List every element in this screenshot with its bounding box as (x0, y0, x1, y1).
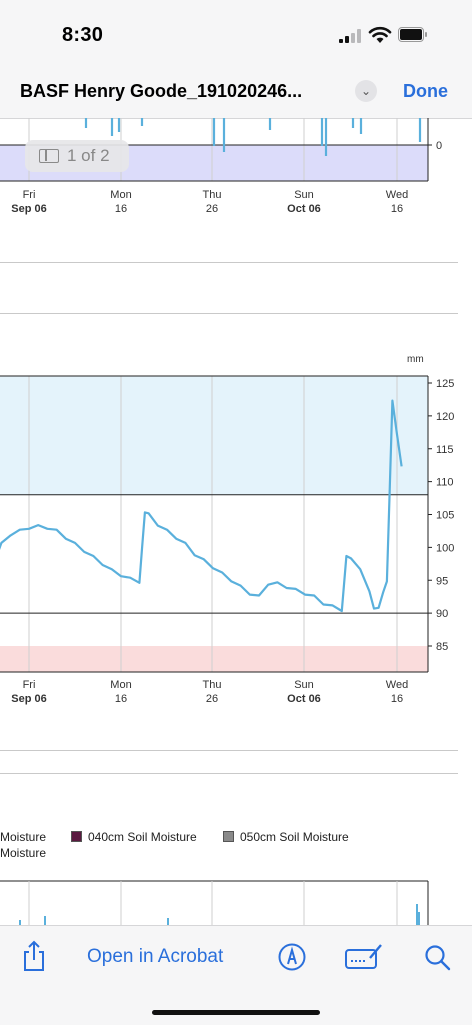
document-title: BASF Henry Goode_191020246... (20, 81, 303, 101)
chart-band-0 (0, 376, 428, 495)
bottom-chart (0, 880, 429, 925)
x-tick-day: Thu (202, 189, 222, 201)
cellular-signal-icon (339, 29, 363, 43)
legend-swatch (223, 831, 234, 842)
x-tick-day: Sun (294, 679, 314, 691)
x-tick-day: Mon (110, 679, 132, 691)
x-tick-day: Fri (22, 679, 36, 691)
home-indicator (152, 1010, 320, 1015)
y-tick-label: 90 (436, 608, 448, 620)
legend-swatch (71, 831, 82, 842)
markup-pen-icon[interactable] (278, 943, 306, 971)
x-tick-date: 16 (114, 693, 128, 705)
y-tick-label: 85 (436, 641, 448, 653)
y-tick-label: 120 (436, 411, 454, 423)
x-tick-day: Wed (385, 189, 409, 201)
done-button[interactable]: Done (403, 81, 448, 101)
soil-moisture-chart: 125 120 115 110 105 100 95 90 85 (0, 375, 454, 673)
legend-item-moisture: Moisture (0, 830, 47, 844)
share-icon[interactable] (21, 940, 47, 972)
divider (0, 262, 458, 263)
x-tick-date: Oct 06 (287, 203, 321, 215)
chevron-down-icon[interactable]: ⌄ (355, 80, 377, 102)
y-tick-label: 100 (436, 542, 454, 554)
divider (0, 313, 458, 314)
x-tick-date: Sep 06 (11, 203, 47, 215)
y-tick-label: 125 (436, 378, 454, 390)
top-chart-spikes (84, 118, 422, 156)
x-tick-date: 16 (390, 203, 404, 215)
x-tick-day: Wed (385, 679, 409, 691)
x-tick-date: 26 (205, 203, 219, 215)
legend-item-moisture-2: Moisture (0, 846, 47, 860)
status-time: 8:30 (62, 24, 104, 46)
signature-icon[interactable] (344, 942, 384, 972)
x-tick-day: Sun (294, 189, 314, 201)
x-tick-date: 26 (205, 693, 219, 705)
divider (0, 750, 458, 751)
search-icon[interactable] (424, 944, 452, 972)
legend-label: 050cm Soil Moisture (240, 830, 349, 844)
open-in-acrobat-button[interactable]: Open in Acrobat (87, 946, 224, 967)
top-chart-y-tick: 0 (436, 140, 442, 152)
legend-item-050cm: 050cm Soil Moisture (223, 830, 349, 844)
bottom-toolbar: Open in Acrobat (0, 925, 472, 1025)
document-nav-bar: BASF Henry Goode_191020246... ⌄ Done (0, 70, 472, 119)
y-tick-label: 105 (436, 510, 454, 522)
chart-series-line-0 (0, 399, 403, 613)
status-bar: 8:30 (0, 0, 472, 70)
x-tick-day: Fri (22, 189, 36, 201)
y-axis-unit: mm (407, 354, 424, 365)
page-indicator[interactable]: 1 of 2 (25, 140, 129, 172)
x-tick-date: 16 (114, 203, 128, 215)
y-tick-label: 115 (436, 444, 454, 456)
battery-icon (398, 27, 428, 42)
y-tick-label: 95 (436, 575, 448, 587)
x-tick-day: Thu (202, 679, 222, 691)
chart-band-1 (0, 646, 428, 672)
page-indicator-label: 1 of 2 (67, 146, 110, 165)
sidebar-icon (39, 149, 59, 163)
divider (0, 773, 458, 774)
legend-label: 040cm Soil Moisture (88, 830, 197, 844)
wifi-icon (368, 26, 392, 43)
x-tick-date: Sep 06 (11, 693, 47, 705)
legend-item-040cm: 040cm Soil Moisture (71, 830, 197, 844)
y-tick-label: 110 (436, 477, 454, 489)
x-tick-date: 16 (390, 693, 404, 705)
x-tick-date: Oct 06 (287, 693, 321, 705)
x-tick-day: Mon (110, 189, 132, 201)
